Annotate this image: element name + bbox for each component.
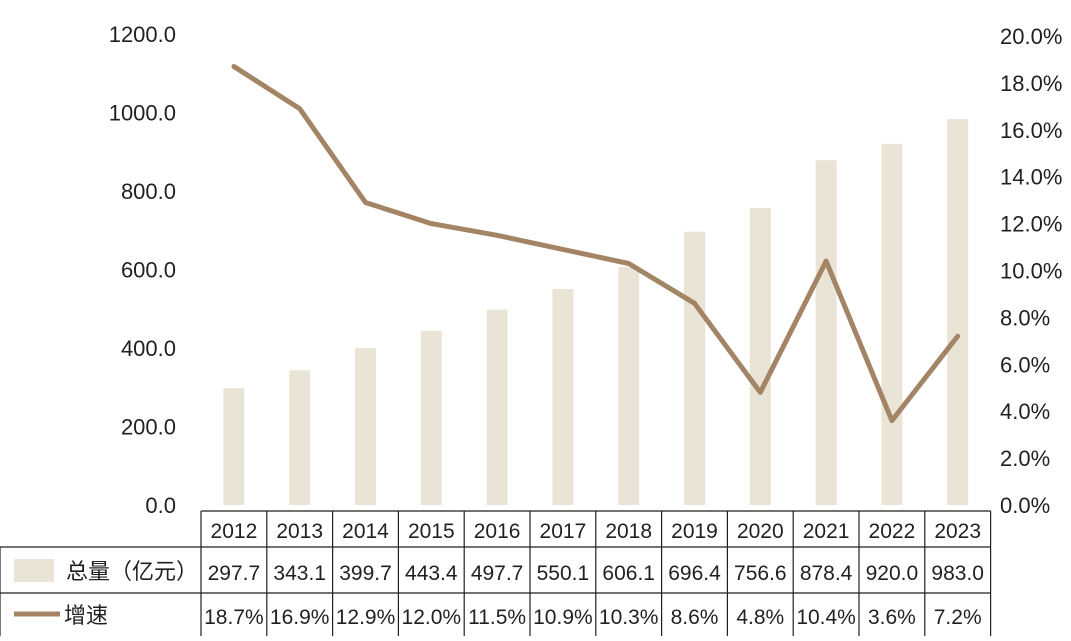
right-tick-label: 12.0% <box>1000 212 1062 237</box>
bar-2020 <box>750 208 771 505</box>
legend-bar-swatch <box>14 559 54 582</box>
table-total-value: 696.4 <box>668 562 721 585</box>
bar-2023 <box>947 119 968 505</box>
table-total-value: 550.1 <box>537 562 590 585</box>
left-tick-label: 200.0 <box>121 415 176 440</box>
bar-2013 <box>289 370 310 505</box>
table-growth-value: 3.6% <box>868 606 916 629</box>
table-growth-value: 10.9% <box>533 606 593 629</box>
table-year-label: 2018 <box>605 520 652 543</box>
left-tick-label: 1000.0 <box>109 101 176 126</box>
table-growth-value: 8.6% <box>671 606 719 629</box>
left-tick-label: 600.0 <box>121 258 176 283</box>
table-total-value: 297.7 <box>208 562 261 585</box>
table-total-value: 343.1 <box>273 562 326 585</box>
table-total-value: 399.7 <box>339 562 392 585</box>
table-year-label: 2015 <box>408 520 455 543</box>
left-tick-label: 1200.0 <box>109 22 176 47</box>
table-growth-value: 10.4% <box>796 606 856 629</box>
table-year-label: 2013 <box>276 520 323 543</box>
table-year-label: 2020 <box>737 520 784 543</box>
data-table: 2012 297.7 18.7% 2013 343.1 16.9% 2014 399.7 12.… <box>0 511 991 636</box>
bar-2022 <box>881 144 902 505</box>
table-growth-value: 12.0% <box>402 606 462 629</box>
left-tick-label: 400.0 <box>121 336 176 361</box>
left-tick-label: 0.0 <box>145 493 176 518</box>
right-tick-label: 20.0% <box>1000 24 1062 49</box>
table-total-value: 878.4 <box>800 562 853 585</box>
right-tick-label: 16.0% <box>1000 118 1062 143</box>
table-growth-value: 11.5% <box>468 606 526 629</box>
right-tick-label: 14.0% <box>1000 165 1062 190</box>
table-total-value: 497.7 <box>471 562 524 585</box>
right-tick-label: 2.0% <box>1000 446 1050 471</box>
table-year-label: 2014 <box>342 520 389 543</box>
right-axis: 0.0% 2.0% 4.0% 6.0% 8.0% 10.0% 12.0% 14.0% 16.0%… <box>1000 24 1062 518</box>
legend-bar-label: 总量（亿元） <box>66 559 198 584</box>
table-growth-value: 7.2% <box>934 606 982 629</box>
growth-line-series <box>234 66 958 420</box>
bar-2021 <box>816 160 837 505</box>
table-total-value: 443.4 <box>405 562 458 585</box>
left-axis: 0.0 200.0 400.0 600.0 800.0 1000.0 1200.0 <box>109 22 176 518</box>
table-year-label: 2012 <box>211 520 258 543</box>
bar-2019 <box>684 232 705 505</box>
bar-2014 <box>355 348 376 505</box>
table-growth-value: 10.3% <box>599 606 659 629</box>
left-tick-label: 800.0 <box>121 179 176 204</box>
right-tick-label: 18.0% <box>1000 71 1062 96</box>
right-tick-label: 4.0% <box>1000 399 1050 424</box>
table-total-value: 756.6 <box>734 562 787 585</box>
table-total-value: 606.1 <box>602 562 655 585</box>
table-year-label: 2016 <box>474 520 521 543</box>
table-growth-value: 18.7% <box>204 606 264 629</box>
legend-line-label: 增速 <box>64 603 108 628</box>
table-year-label: 2019 <box>671 520 718 543</box>
table-growth-value: 16.9% <box>270 606 330 629</box>
right-tick-label: 8.0% <box>1000 305 1050 330</box>
bar-2012 <box>223 388 244 505</box>
bar-2017 <box>552 289 573 505</box>
table-year-label: 2023 <box>934 520 981 543</box>
table-growth-value: 12.9% <box>336 606 396 629</box>
bar-2015 <box>421 331 442 505</box>
table-total-value: 920.0 <box>866 562 919 585</box>
right-tick-label: 10.0% <box>1000 259 1062 284</box>
table-growth-value: 4.8% <box>736 606 784 629</box>
table-total-value: 983.0 <box>931 562 984 585</box>
growth-line <box>234 67 958 421</box>
table-year-label: 2017 <box>540 520 587 543</box>
right-tick-label: 0.0% <box>1000 493 1050 518</box>
table-year-label: 2021 <box>803 520 850 543</box>
bar-2018 <box>618 267 639 505</box>
right-tick-label: 6.0% <box>1000 352 1050 377</box>
bar-series <box>223 119 968 505</box>
table-year-label: 2022 <box>869 520 916 543</box>
bar-2016 <box>487 310 508 505</box>
